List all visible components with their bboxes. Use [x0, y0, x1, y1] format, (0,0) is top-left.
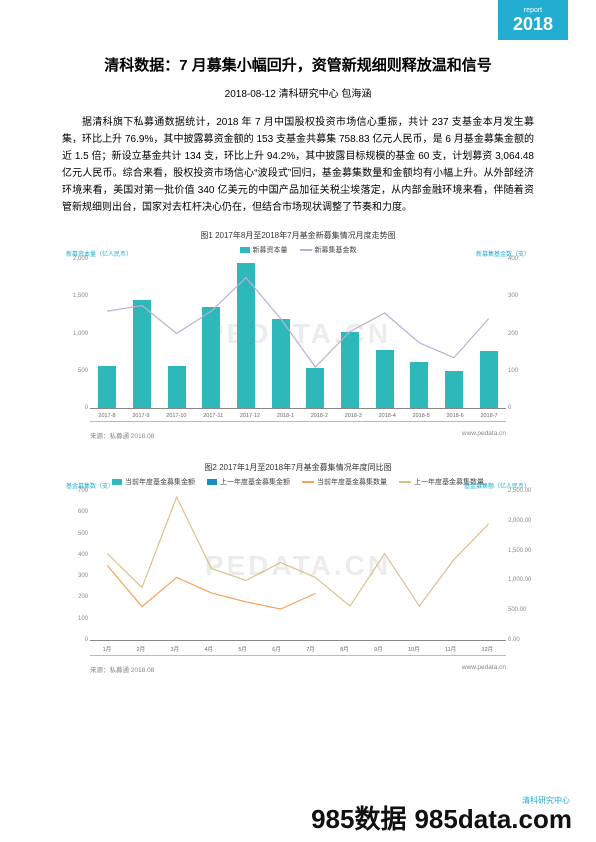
chart2-title: 图2 2017年1月至2018年7月基金募集情况年度同比图	[62, 462, 534, 473]
page-title: 清科数据：7 月募集小幅回升，资管新规细则释放温和信号	[62, 54, 534, 75]
chart1-source: 来源：私募通 2018.08 www.pedata.cn	[90, 430, 506, 440]
badge-year: 2018	[513, 15, 553, 33]
report-badge: report 2018	[498, 0, 568, 40]
chart1-legend-line: 新募集基金数	[300, 245, 357, 255]
chart1-bar	[272, 319, 290, 408]
chart2-y-right-ticks: 2,500.002,000.001,500.001,000.00500.000.…	[508, 491, 530, 640]
chart1-area: 新募资本量（亿人民币） 新募集基金数（支） 2,0001,5001,000500…	[90, 259, 506, 409]
chart2-legend-0: 当前年度基金募集金额	[112, 477, 195, 487]
page-content: 清科数据：7 月募集小幅回升，资管新规细则释放温和信号 2018-08-12 清…	[0, 0, 596, 674]
chart1-source-right: www.pedata.cn	[462, 430, 506, 440]
chart1-bar	[98, 366, 116, 408]
chart2: 图2 2017年1月至2018年7月基金募集情况年度同比图 当前年度基金募集金额…	[62, 462, 534, 674]
chart2-source: 来源：私募通 2018.08 www.pedata.cn	[90, 664, 506, 674]
chart1-bar	[133, 300, 151, 408]
chart2-area: 基金募集数（支） 基金募集额（亿人民币） 7006005004003002001…	[90, 491, 506, 641]
chart1-source-left: 来源：私募通 2018.08	[90, 430, 154, 440]
main-paragraph: 据清科旗下私募通数据统计，2018 年 7 月中国股权投资市场信心重振，共计 2…	[62, 114, 534, 216]
chart1-legend: 新募资本量 新募集基金数	[62, 245, 534, 255]
chart1-bar	[376, 350, 394, 408]
chart1: 图1 2017年8月至2018年7月基金新募集情况月度走势图 新募资本量 新募集…	[62, 230, 534, 440]
chart1-bar	[306, 368, 324, 408]
chart2-x-ticks: 1月2月3月4月5月6月7月8月9月10月11月12月	[90, 645, 506, 653]
page-meta: 2018-08-12 清科研究中心 包海涵	[62, 85, 534, 100]
chart1-bar	[202, 307, 220, 408]
chart2-legend-1: 上一年度基金募集金额	[207, 477, 290, 487]
chart1-x-ticks: 2017-82017-92017-102017-112017-122018-12…	[90, 413, 506, 419]
chart1-y-left-ticks: 2,0001,5001,0005000	[66, 259, 88, 408]
chart2-underline	[90, 655, 506, 656]
chart1-bar	[445, 371, 463, 408]
chart1-title: 图1 2017年8月至2018年7月基金新募集情况月度走势图	[62, 230, 534, 241]
footer-big-2: 985data.com	[414, 804, 572, 835]
footer-big-1: 985数据	[311, 799, 406, 836]
chart2-bars	[90, 491, 506, 640]
chart1-bars	[90, 259, 506, 408]
footer-big: 985数据 985data.com	[311, 799, 572, 836]
chart2-source-right: www.pedata.cn	[462, 664, 506, 674]
chart2-source-left: 来源：私募通 2018.08	[90, 664, 154, 674]
chart1-bar	[168, 366, 186, 408]
chart1-bar	[341, 332, 359, 408]
chart1-y-right-ticks: 4003002001000	[508, 259, 530, 408]
chart1-underline	[90, 421, 506, 422]
chart1-legend-bar: 新募资本量	[240, 245, 288, 255]
chart1-bar	[480, 351, 498, 408]
chart1-bar	[237, 263, 255, 408]
chart1-bar	[410, 362, 428, 408]
chart2-legend-2: 当前年度基金募集数量	[302, 477, 387, 487]
chart2-y-left-ticks: 7006005004003002001000	[66, 491, 88, 640]
